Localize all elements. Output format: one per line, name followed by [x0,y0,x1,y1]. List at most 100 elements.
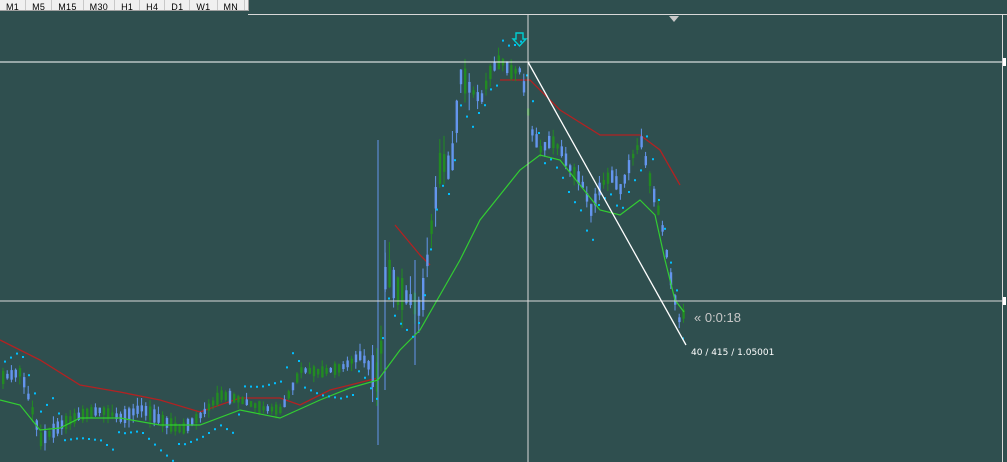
sar-dot [76,437,78,440]
candle-body [254,403,257,409]
candle-body [23,377,26,388]
candle-body [333,363,337,375]
ma-fast-line [0,154,685,431]
timeframe-button-m30[interactable]: M30 [84,0,116,10]
candle-body [371,355,374,388]
candle-body [472,90,475,95]
down-arrow-icon [511,32,528,48]
candle-body [405,290,408,304]
timeframe-button-m15[interactable]: M15 [52,0,84,10]
sar-dot [274,382,276,385]
sar-dot [346,395,348,398]
sar-dot [112,448,114,451]
timeframe-button-h1[interactable]: H1 [115,0,141,10]
candle-body [480,93,484,102]
sar-dot [418,322,420,324]
sar-dot [430,248,432,251]
candle-body [312,366,316,377]
candle-body [657,205,660,215]
candle-body [577,171,580,184]
sar-dot [550,158,552,161]
sar-dot [382,337,384,340]
candle-body [485,80,488,90]
candle-body [283,399,286,408]
sar-dot [658,199,660,201]
candle-body [136,405,139,414]
candle-body [611,170,614,183]
candle-body [153,409,156,423]
sar-dot [244,385,246,388]
sar-dot [640,169,642,172]
sar-dot [502,39,504,42]
sar-dot [490,88,492,91]
sar-dot [58,412,60,415]
sar-dot [568,191,570,193]
sar-dot [634,179,636,182]
sar-dot [94,438,96,441]
candle-body [39,432,43,447]
sar-dot [214,428,216,431]
candle-body [56,421,59,434]
candle-body [409,294,412,306]
sar-dot [484,104,486,107]
candle-body [590,204,593,216]
timeframe-button-m5[interactable]: M5 [26,0,53,10]
sar-dot [40,410,42,413]
candle-body [275,404,278,415]
candle-body [291,382,295,391]
candle-body [632,153,635,159]
candle-body [648,173,652,187]
candle-body [518,68,521,73]
timeframe-button-h4[interactable]: H4 [140,0,166,10]
sar-dot [400,322,402,325]
candle-body [627,160,631,174]
candle-body [44,430,47,444]
sar-dot [538,132,540,134]
sar-dot [472,125,474,128]
sar-dot [256,385,258,388]
candle-body [161,414,164,427]
sar-dot [340,397,342,400]
sar-dot [172,459,174,462]
ma-slow-segment-2 [394,224,431,266]
sar-dot [604,197,606,200]
chart-shift-marker[interactable] [669,16,679,22]
candle-body [426,254,429,267]
candle-body [233,393,236,403]
timeframe-button-w1[interactable]: W1 [190,0,218,10]
sar-dot [676,289,678,292]
sar-dot [562,176,564,179]
candle-body [287,391,290,399]
candle-body [237,396,240,403]
sar-dot [268,383,270,386]
candle-body [653,188,656,203]
candle-body [363,355,366,364]
candle-body [107,408,110,418]
candle-body [249,401,253,407]
sar-dot [364,376,366,379]
sar-dot [70,438,72,441]
candle-body [434,187,437,209]
candle-body [321,366,324,378]
timeframe-button-d1[interactable]: D1 [165,0,191,10]
candle-body [90,407,93,418]
timeframe-button-mn[interactable]: MN [218,0,246,10]
candle-body [115,413,118,419]
candle-body [535,134,538,148]
sar-dot [310,389,312,392]
timeframe-button-m1[interactable]: M1 [0,0,27,10]
candle-body [157,414,160,423]
sar-dot [616,204,618,207]
sar-dot [136,430,138,433]
candle-body [258,401,261,414]
sar-dot [298,360,300,362]
candle-body [18,368,22,377]
candle-body [682,309,685,319]
candle-body [144,406,148,416]
candle-body [266,406,269,412]
candle-body [417,299,421,316]
candle-body [123,409,127,424]
candle-body [191,418,194,426]
sar-dot [520,40,522,43]
